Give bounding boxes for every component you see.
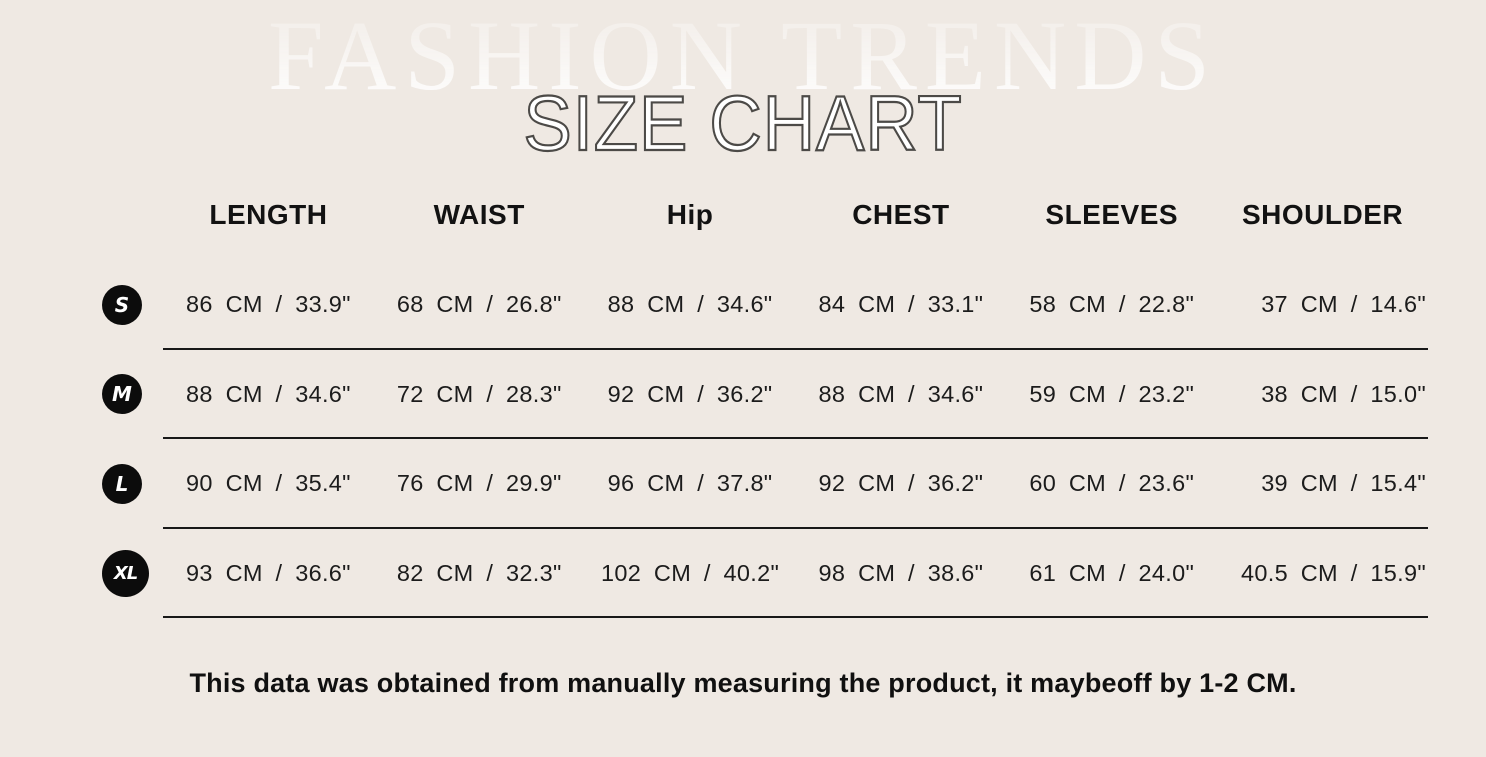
cell-xl-sleeves: 61 CM / 24.0" xyxy=(1029,559,1195,586)
size-badge-cell: L xyxy=(100,463,163,504)
cell-xl-shoulder: 40.5 CM / 15.9" xyxy=(1241,559,1426,586)
hero-banner: FASHION TRENDS SIZE CHART xyxy=(0,0,1486,170)
size-badge-cell: M xyxy=(100,374,163,415)
cell-s-sleeves: 58 CM / 22.8" xyxy=(1029,291,1195,318)
cell-m-chest: 88 CM / 34.6" xyxy=(818,380,984,407)
cell-xl-hip: 102 CM / 40.2" xyxy=(600,559,780,586)
cell-l-sleeves: 60 CM / 23.6" xyxy=(1029,470,1195,497)
size-badge-xl: XL xyxy=(102,549,149,597)
cell-s-hip: 88 CM / 34.6" xyxy=(607,291,773,318)
column-header-shoulder: SHOULDER xyxy=(1242,199,1404,230)
cell-m-sleeves: 59 CM / 23.2" xyxy=(1029,380,1195,407)
cell-s-waist: 68 CM / 26.8" xyxy=(396,291,562,318)
cell-m-hip: 92 CM / 36.2" xyxy=(607,380,773,407)
cell-l-length: 90 CM / 35.4" xyxy=(186,470,351,497)
cell-s-shoulder: 37 CM / 14.6" xyxy=(1261,291,1426,318)
cell-l-hip: 96 CM / 37.8" xyxy=(607,470,773,497)
size-badge-cell: XL xyxy=(100,549,163,597)
cell-m-waist: 72 CM / 28.3" xyxy=(396,380,562,407)
column-header-sleeves: SLEEVES xyxy=(1045,199,1179,230)
hero-background-text: FASHION TRENDS xyxy=(267,0,1219,111)
cell-m-length: 88 CM / 34.6" xyxy=(186,380,351,407)
cell-l-chest: 92 CM / 36.2" xyxy=(818,470,984,497)
cell-xl-waist: 82 CM / 32.3" xyxy=(396,559,562,586)
column-header-chest: CHEST xyxy=(852,199,950,230)
table-row-l: L 90 CM / 35.4" 76 CM / 29.9" 96 CM / 37… xyxy=(100,439,1428,529)
column-header-waist: WAIST xyxy=(433,199,525,230)
page-title: SIZE CHART xyxy=(522,79,963,167)
table-row-xl: XL 93 CM / 36.6" 82 CM / 32.3" 102 CM / … xyxy=(100,529,1428,619)
cell-l-shoulder: 39 CM / 15.4" xyxy=(1261,470,1426,497)
size-badge-s: S xyxy=(102,284,142,325)
cell-l-waist: 76 CM / 29.9" xyxy=(396,470,562,497)
cell-s-length: 86 CM / 33.9" xyxy=(186,291,351,318)
table-header-row: LENGTH WAIST Hip CHEST SLEEVES SHOULDER xyxy=(100,170,1428,260)
size-badge-m: M xyxy=(102,374,142,415)
column-header-hip: Hip xyxy=(666,199,714,230)
table-row-m: M 88 CM / 34.6" 72 CM / 28.3" 92 CM / 36… xyxy=(100,350,1428,440)
size-badge-l: L xyxy=(102,463,142,504)
cell-m-shoulder: 38 CM / 15.0" xyxy=(1261,380,1426,407)
column-header-length: LENGTH xyxy=(209,199,328,230)
measurement-disclaimer: This data was obtained from manually mea… xyxy=(189,668,1297,698)
cell-s-chest: 84 CM / 33.1" xyxy=(818,291,984,318)
size-badge-cell: S xyxy=(100,284,163,325)
cell-xl-length: 93 CM / 36.6" xyxy=(186,559,351,586)
cell-xl-chest: 98 CM / 38.6" xyxy=(818,559,984,586)
table-row-s: S 86 CM / 33.9" 68 CM / 26.8" 88 CM / 34… xyxy=(100,260,1428,350)
size-chart-table: LENGTH WAIST Hip CHEST SLEEVES SHOULDER … xyxy=(100,170,1428,618)
